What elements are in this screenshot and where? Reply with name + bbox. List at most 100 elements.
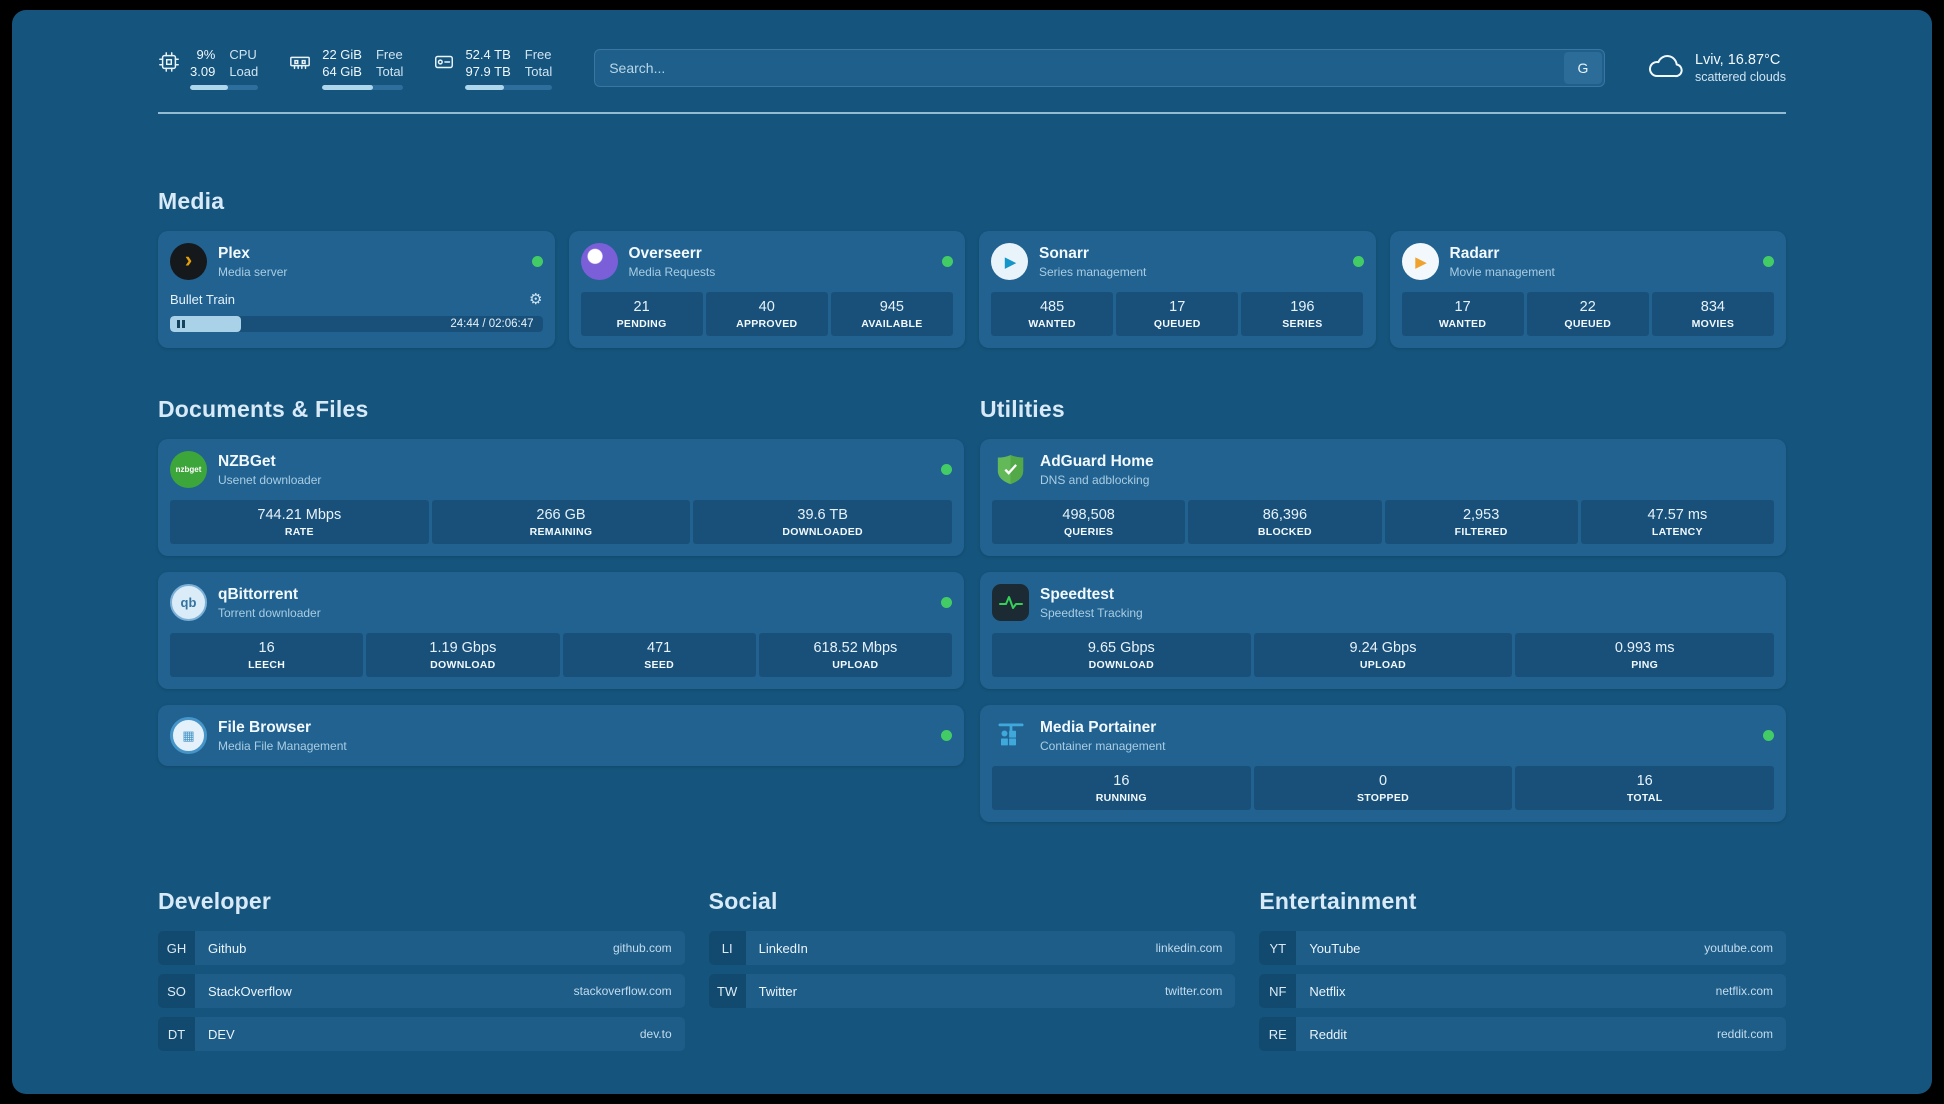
cpu-load-label: Load [229, 64, 259, 79]
stat-tile: 9.24 Gbps UPLOAD [1253, 633, 1513, 677]
portainer-title: Media Portainer [1040, 718, 1157, 736]
overseerr-stats: 21 PENDING 40 APPROVED 945 AVAILABLE [580, 280, 954, 336]
plex-icon: › [170, 243, 207, 280]
youtube-icon: YT [1259, 931, 1297, 965]
stat-tile: 266 GB REMAINING [431, 500, 691, 544]
bookmarks-entertainment: Entertainment YT YouTube youtube.com NF … [1259, 888, 1786, 1051]
qbittorrent-status-dot [941, 597, 952, 608]
gear-icon[interactable]: ⚙ [529, 291, 543, 308]
portainer-icon [992, 717, 1029, 754]
sonarr-title: Sonarr [1039, 244, 1089, 262]
bookmark-name: Netflix [1309, 983, 1346, 999]
bookmark-twitter[interactable]: TW Twitter twitter.com [708, 974, 1236, 1008]
sonarr-subtitle: Series management [1039, 264, 1147, 279]
stat-tile: 47.57 ms LATENCY [1580, 500, 1774, 544]
disk-monitor: 52.4 TB Free 97.9 TB Total [433, 46, 553, 90]
weather-text: Lviv, 16.87°C scattered clouds [1695, 52, 1786, 84]
bookmarks-section: Developer GH Github github.com SO StackO… [158, 888, 1786, 1051]
stat-tile: 21 PENDING [580, 292, 703, 336]
search-input[interactable] [597, 60, 1564, 76]
cpu-usage-value: 9% [196, 47, 216, 62]
bookmark-url: stackoverflow.com [573, 984, 672, 998]
plex-title: Plex [218, 244, 250, 262]
section-title-developer: Developer [158, 888, 272, 914]
disk-total-label: Total [524, 64, 553, 79]
sonarr-icon: ▶ [991, 243, 1028, 280]
bookmark-name: LinkedIn [758, 940, 808, 956]
now-playing-title: Bullet Train [170, 292, 236, 307]
bookmark-github[interactable]: GH Github github.com [158, 931, 685, 965]
pause-icon[interactable] [177, 320, 185, 328]
bookmark-netflix[interactable]: NF Netflix netflix.com [1259, 974, 1786, 1008]
bookmark-url: dev.to [639, 1027, 672, 1041]
radarr-card[interactable]: ▶ Radarr Movie management 17 WANTED 22 QUE… [1389, 231, 1786, 348]
bookmark-name: StackOverflow [208, 983, 292, 999]
filebrowser-card[interactable]: ▦ File Browser Media File Management [158, 705, 964, 766]
weather-condition: scattered clouds [1694, 70, 1786, 84]
plex-card[interactable]: › Plex Media server Bullet Train ⚙ 24:44… [158, 231, 555, 348]
bookmark-linkedin[interactable]: LI LinkedIn linkedin.com [708, 931, 1236, 965]
qbittorrent-title: qBittorrent [218, 585, 299, 603]
stat-tile: 16 RUNNING [992, 766, 1251, 810]
portainer-card[interactable]: Media Portainer Container management 16 R… [980, 705, 1786, 822]
stat-tile: 2,953 FILTERED [1384, 500, 1578, 544]
dev-icon: DT [158, 1017, 195, 1051]
sonarr-card[interactable]: ▶ Sonarr Series management 485 WANTED 17 Q… [979, 231, 1376, 348]
memory-readout: 22 GiB Free 64 GiB Total [322, 46, 404, 90]
memory-total-value: 64 GiB [322, 64, 362, 79]
qbittorrent-card[interactable]: qb qBittorrent Torrent downloader 16 LEEC… [158, 572, 964, 689]
stat-tile: 0.993 ms PING [1515, 633, 1774, 677]
qbittorrent-subtitle: Torrent downloader [218, 605, 321, 620]
radarr-status-dot [1763, 256, 1774, 267]
section-title-utilities: Utilities [980, 396, 1065, 422]
nzbget-title: NZBGet [218, 452, 276, 470]
memory-free-label: Free [375, 47, 403, 62]
netflix-icon: NF [1259, 974, 1297, 1008]
cloud-icon [1647, 53, 1683, 84]
search-bar: G [594, 49, 1605, 87]
memory-progress-bar [322, 85, 404, 90]
memory-monitor: 22 GiB Free 64 GiB Total [288, 46, 404, 90]
search-engine-button[interactable]: G [1563, 52, 1602, 84]
middle-columns: Documents & Files nzbget NZBGet Usenet d… [158, 396, 1786, 822]
documents-column: Documents & Files nzbget NZBGet Usenet d… [158, 396, 964, 822]
portainer-stats: 16 RUNNING 0 STOPPED 16 TOTAL [992, 754, 1774, 810]
nzbget-card[interactable]: nzbget NZBGet Usenet downloader 744.21 M… [158, 439, 964, 556]
stat-tile: 16 TOTAL [1515, 766, 1774, 810]
bookmark-dev[interactable]: DT DEV dev.to [158, 1017, 685, 1051]
adguard-stats: 498,508 QUERIES 86,396 BLOCKED 2,953 FILTER… [992, 488, 1774, 544]
bookmark-reddit[interactable]: RE Reddit reddit.com [1259, 1017, 1786, 1051]
bookmark-name: Github [208, 940, 247, 956]
weather-location: Lviv, 16.87°C [1694, 52, 1781, 68]
stat-tile: 485 WANTED [991, 292, 1114, 336]
disk-total-value: 97.9 TB [465, 64, 511, 79]
cpu-load-value: 3.09 [190, 64, 216, 79]
github-icon: GH [158, 931, 195, 965]
nzbget-subtitle: Usenet downloader [218, 472, 322, 487]
adguard-subtitle: DNS and adblocking [1040, 472, 1150, 487]
bookmark-youtube[interactable]: YT YouTube youtube.com [1259, 931, 1786, 965]
bookmark-url: github.com [612, 941, 672, 955]
playback-progress-bar[interactable]: 24:44 / 02:06:47 [170, 316, 543, 332]
speedtest-card[interactable]: Speedtest Speedtest Tracking 9.65 Gbps DO… [980, 572, 1786, 689]
stat-tile: 16 LEECH [170, 633, 364, 677]
sonarr-stats: 485 WANTED 17 QUEUED 196 SERIES [991, 280, 1364, 336]
disk-progress-bar [465, 85, 553, 90]
cpu-readout: 9% CPU 3.09 Load [190, 46, 259, 90]
bookmark-stackoverflow[interactable]: SO StackOverflow stackoverflow.com [158, 974, 685, 1008]
overseerr-subtitle: Media Requests [628, 264, 716, 279]
filebrowser-subtitle: Media File Management [218, 738, 347, 753]
adguard-card[interactable]: AdGuard Home DNS and adblocking 498,508 Q… [980, 439, 1786, 556]
stat-tile: 1.19 Gbps DOWNLOAD [366, 633, 560, 677]
disk-free-label: Free [524, 47, 552, 62]
ram-icon [288, 51, 312, 78]
section-title-entertainment: Entertainment [1259, 888, 1417, 914]
section-title-media: Media [158, 188, 225, 214]
media-grid: › Plex Media server Bullet Train ⚙ 24:44… [158, 231, 1786, 348]
topbar-divider [158, 112, 1786, 114]
overseerr-card[interactable]: Overseerr Media Requests 21 PENDING 40 APP… [568, 231, 965, 348]
utilities-column: Utilities AdGuard Home DNS and adblockin… [980, 396, 1786, 822]
reddit-icon: RE [1259, 1017, 1297, 1051]
radarr-title: Radarr [1449, 244, 1500, 262]
bookmark-name: Reddit [1309, 1026, 1347, 1042]
